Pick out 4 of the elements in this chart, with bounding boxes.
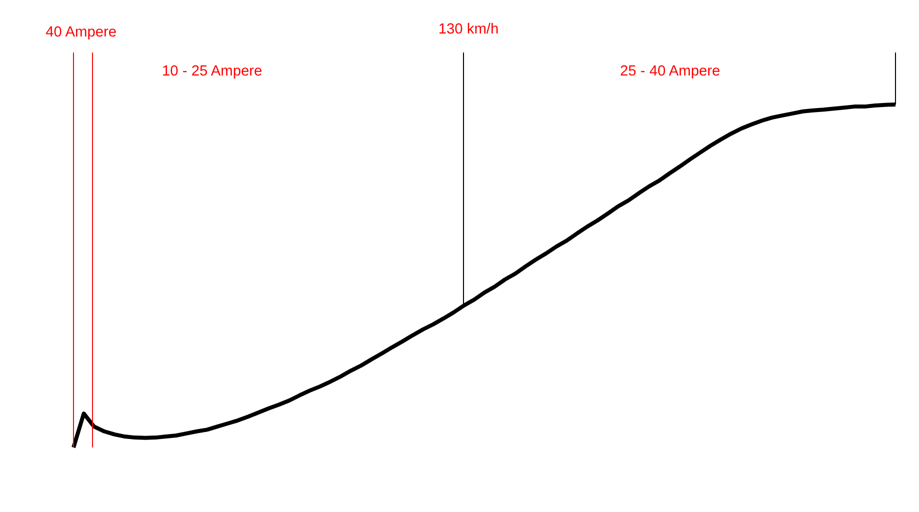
- text: 25 - 40 Ampere: [620, 64, 720, 80]
- text: 130 km/h: [438, 22, 499, 38]
- text: 40 Ampere: [46, 24, 117, 40]
- text: 10 - 25 Ampere: [162, 64, 262, 80]
